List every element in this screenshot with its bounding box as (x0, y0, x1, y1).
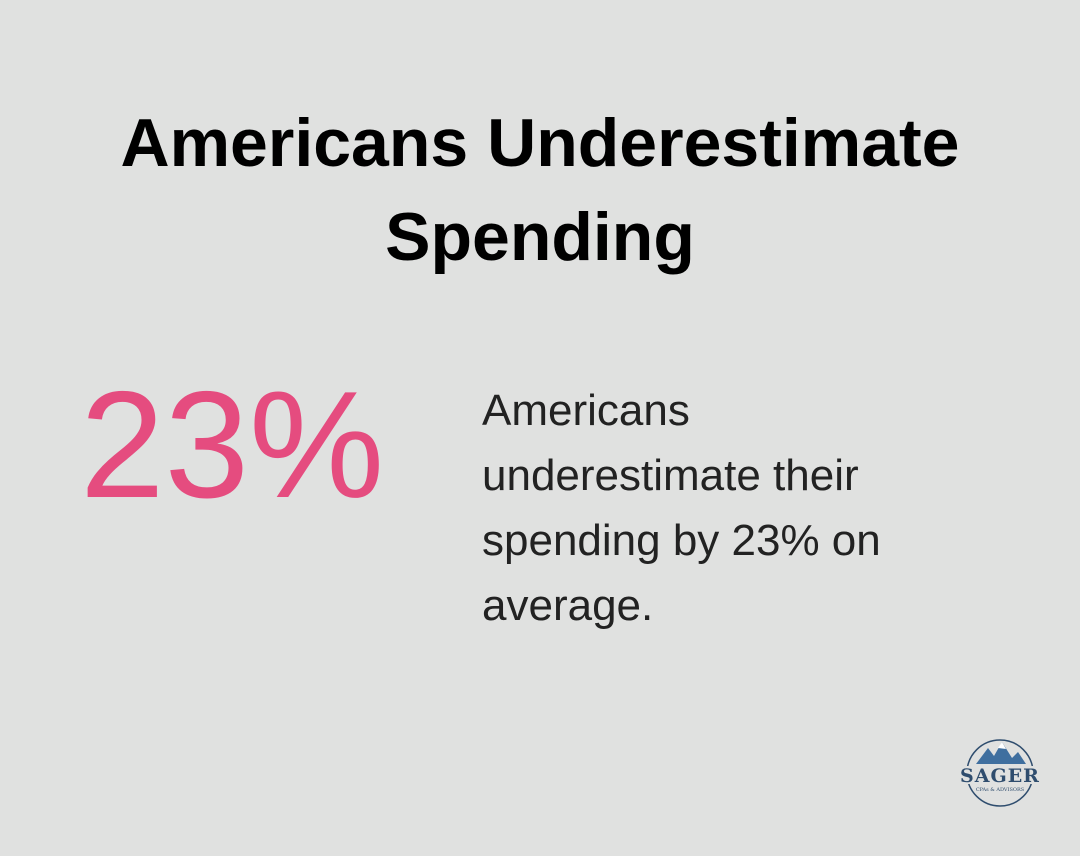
logo-band (964, 766, 1036, 784)
title: Americans Underestimate Spending (120, 105, 960, 275)
logo-mountains (976, 742, 1026, 764)
stat-description: Americans underestimate their spending b… (482, 386, 881, 630)
stat-value: 23% (80, 360, 385, 530)
logo-snow (998, 742, 1006, 749)
logo-tagline: CPAs & ADVISORS (976, 787, 1025, 793)
logo: SAGER CPAs & ADVISORS (960, 739, 1040, 807)
logo-name: SAGER (960, 765, 1040, 787)
